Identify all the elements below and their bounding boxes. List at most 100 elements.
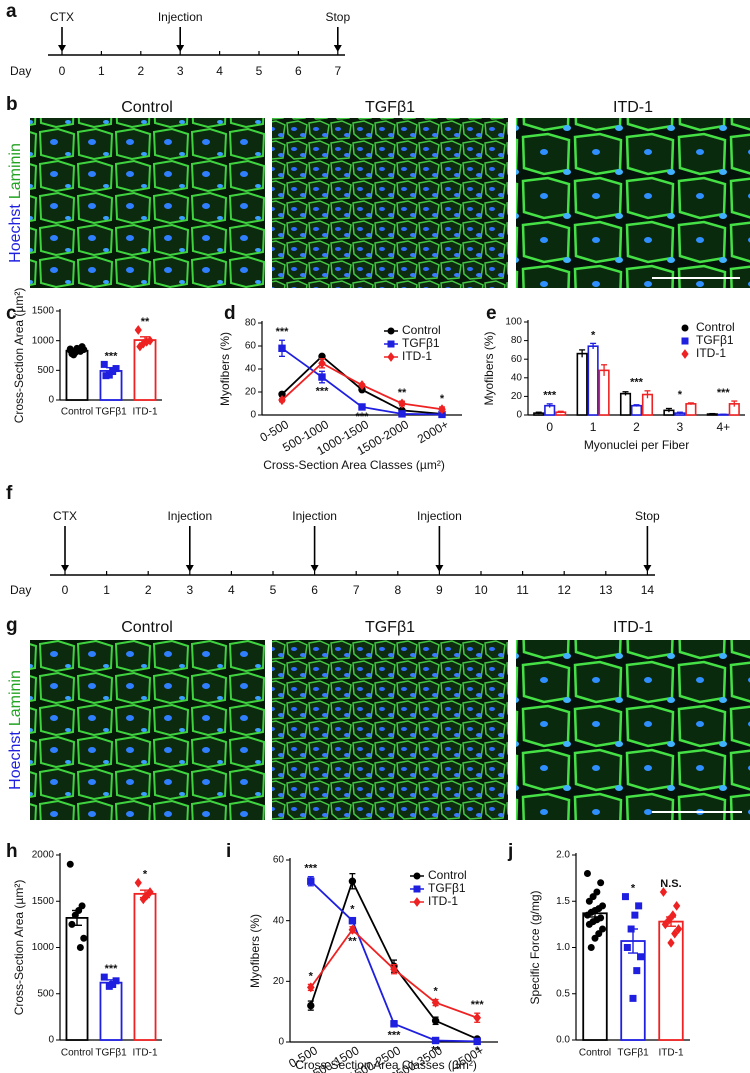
data-point [73, 344, 81, 352]
image-title: TGFβ1 [365, 619, 415, 636]
significance: *** [471, 999, 485, 1011]
data-point [278, 395, 286, 406]
y-tick-label: 1500 [32, 896, 55, 907]
data-point [659, 887, 668, 897]
x-tick-label: Control [579, 1048, 611, 1059]
legend-label: ITD-1 [696, 346, 726, 360]
data-point [390, 964, 398, 975]
data-point [66, 860, 74, 868]
panel-label: a [6, 1, 17, 22]
arrow-head [61, 565, 69, 572]
data-point [673, 901, 681, 911]
significance: ** [431, 1044, 440, 1056]
event-label: CTX [50, 10, 74, 24]
y-tick-label: 0 [48, 395, 54, 406]
significance: ** [398, 387, 407, 399]
x-tick-label: ITD-1 [133, 1048, 158, 1059]
data-point [431, 997, 440, 1008]
panel-label: f [6, 483, 13, 504]
panel-label: b [6, 94, 18, 115]
y-tick-label: 1000 [32, 335, 55, 346]
significance: *** [630, 377, 644, 389]
y-axis-label: Specific Force (g/mg) [528, 890, 542, 1004]
timeline-day: 6 [311, 583, 318, 597]
event-label: Injection [292, 509, 337, 523]
timeline-day: 4 [216, 64, 223, 78]
micrograph [516, 640, 750, 820]
data-point [348, 877, 357, 885]
data-point [102, 372, 110, 380]
data-point [595, 930, 603, 938]
y-tick-label: 1000 [32, 942, 55, 953]
micrograph [272, 640, 508, 820]
x-tick-label: ITD-1 [133, 407, 158, 418]
y-tick-label: 2000 [32, 850, 55, 861]
data-point [587, 944, 595, 951]
micrograph [30, 640, 265, 820]
data-point [139, 894, 147, 905]
y-tick-label: 0 [516, 410, 522, 421]
data-point [105, 982, 113, 990]
y-tick-label: 80 [511, 335, 523, 346]
significance: *** [388, 1030, 402, 1042]
bar [587, 345, 599, 416]
image-row-b [30, 118, 750, 288]
data-point [473, 1037, 481, 1046]
micrograph [516, 118, 750, 288]
timeline-day: 1 [98, 64, 105, 78]
micrograph [30, 118, 265, 288]
significance: *** [717, 387, 731, 399]
panel-label: h [6, 841, 18, 862]
y-axis-label: Myofibers (%) [218, 332, 232, 406]
bar [133, 892, 157, 1041]
significance: * [440, 393, 445, 405]
legend-marker [387, 340, 395, 348]
event-label: Stop [325, 10, 350, 24]
y-tick-label: 0 [278, 1037, 284, 1048]
data-point [71, 911, 79, 919]
timeline-day: 5 [270, 583, 277, 597]
timeline-day: 10 [474, 583, 488, 597]
significance: *** [105, 963, 119, 975]
data-point [78, 902, 86, 910]
data-point [68, 920, 76, 928]
bar [576, 352, 588, 416]
arrow-head [176, 45, 185, 52]
timeline-day: 13 [599, 583, 613, 597]
data-point [599, 925, 607, 933]
data-point [80, 934, 88, 942]
y-axis-label: Cross-Section Area (µm²) [12, 288, 26, 424]
data-point [637, 953, 645, 961]
panel-label: c [6, 303, 17, 324]
x-tick-label: Control [61, 1048, 93, 1059]
stain-label: Hoechst Laminin [7, 143, 24, 263]
data-point [358, 380, 366, 391]
data-point [358, 403, 366, 411]
significance: *** [105, 350, 119, 362]
image-row-g [30, 640, 750, 820]
timeline-day: 14 [641, 583, 655, 597]
y-tick-label: 60 [273, 855, 285, 866]
timeline-day: 8 [394, 583, 401, 597]
legend-label: TGFβ1 [402, 336, 440, 350]
panel-label: d [224, 303, 236, 324]
y-tick-label: 20 [511, 391, 523, 402]
x-tick-label: TGFβ1 [617, 1048, 649, 1059]
data-point [671, 928, 679, 939]
event-label: Injection [417, 509, 462, 523]
timeline-day: 1 [103, 583, 110, 597]
data-point [278, 344, 286, 353]
data-point [134, 325, 142, 335]
data-point [70, 351, 78, 359]
significance: ** [348, 936, 357, 948]
data-point [398, 398, 406, 409]
timeline-day: 2 [137, 64, 144, 78]
y-tick-label: 40 [245, 364, 257, 375]
significance: ** [141, 316, 150, 328]
y-tick-label: 500 [37, 988, 54, 999]
event-label: Stop [635, 509, 660, 523]
timeline-day: 7 [334, 64, 341, 78]
timeline-day: 7 [353, 583, 360, 597]
data-point [318, 373, 326, 381]
